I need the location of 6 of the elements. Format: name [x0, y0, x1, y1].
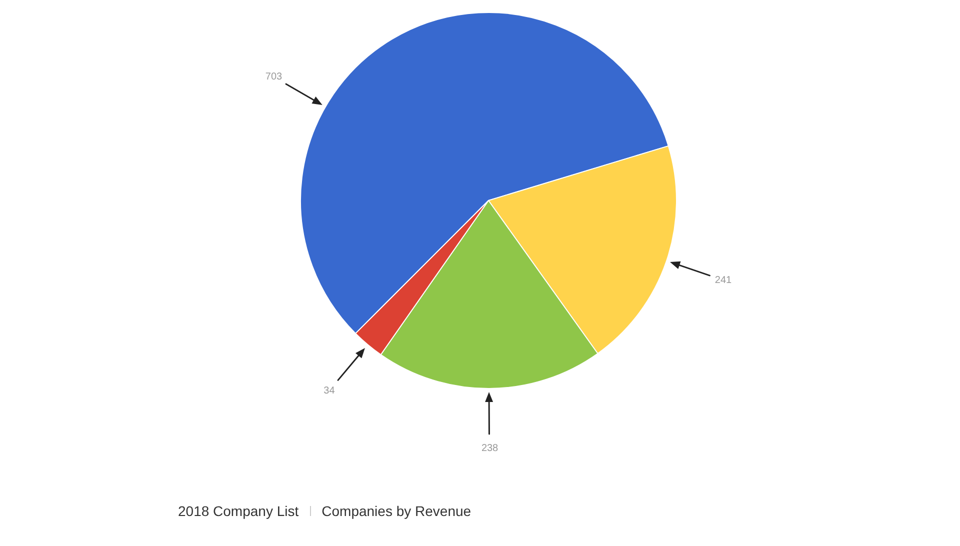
- data-label: 34: [324, 385, 336, 396]
- text: 2018 Company List: [178, 503, 299, 519]
- data-label: 238: [481, 443, 499, 454]
- text: Companies by Revenue: [322, 503, 472, 519]
- data-label: 703: [265, 71, 283, 82]
- data-label: 241: [714, 275, 732, 286]
